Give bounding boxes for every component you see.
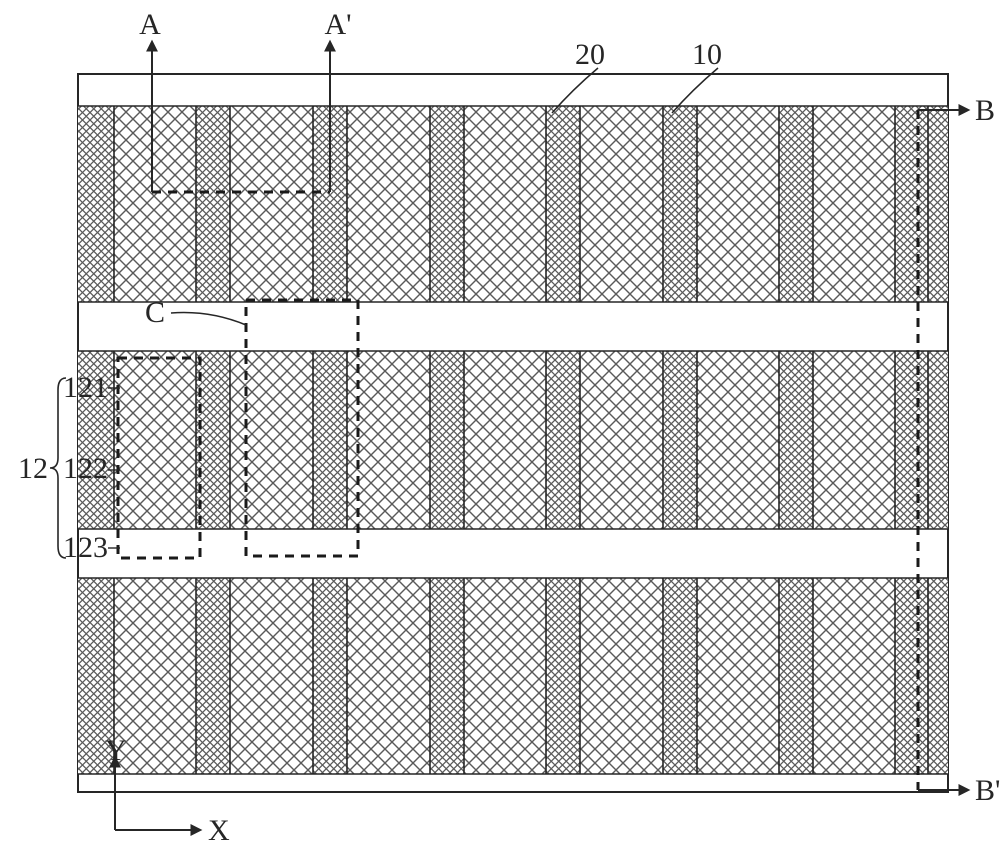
row2-col10: [663, 578, 697, 774]
row2-col15: [928, 578, 948, 774]
row2-col13: [813, 578, 895, 774]
row2-col6: [430, 578, 464, 774]
row0-col0: [78, 106, 114, 302]
label-X: X: [208, 814, 230, 844]
label-A: A: [139, 8, 161, 41]
row1-col5: [347, 351, 430, 529]
label-n12: 12: [18, 452, 48, 485]
label-n123: 123: [63, 531, 108, 564]
row2-col12: [779, 578, 813, 774]
row1-col1: [114, 351, 196, 529]
row2-col5: [347, 578, 430, 774]
row0-col6: [430, 106, 464, 302]
row2-col2: [196, 578, 230, 774]
row1-col8: [546, 351, 580, 529]
row1-col11: [697, 351, 779, 529]
row1-col12: [779, 351, 813, 529]
row1-col6: [430, 351, 464, 529]
row2-col9: [580, 578, 663, 774]
row2-col8: [546, 578, 580, 774]
label-Y: Y: [105, 734, 127, 767]
row0-col8: [546, 106, 580, 302]
row0-col7: [464, 106, 546, 302]
label-Bp: B': [975, 774, 1000, 807]
label-B: B: [975, 94, 995, 127]
row2-col14: [895, 578, 928, 774]
label-Ap: A': [324, 8, 351, 41]
leader-c: [171, 313, 246, 326]
row0-col15: [928, 106, 948, 302]
row2-col7: [464, 578, 546, 774]
row1-col9: [580, 351, 663, 529]
label-C: C: [145, 296, 165, 329]
label-n122: 122: [63, 452, 108, 485]
row1-col14: [895, 351, 928, 529]
row1-col13: [813, 351, 895, 529]
row1-col10: [663, 351, 697, 529]
row0-col1: [114, 106, 196, 302]
row0-col12: [779, 106, 813, 302]
row1-col15: [928, 351, 948, 529]
row2-col11: [697, 578, 779, 774]
row0-col9: [580, 106, 663, 302]
row2-col4: [313, 578, 347, 774]
label-n121: 121: [63, 371, 108, 404]
row0-col11: [697, 106, 779, 302]
row0-col14: [895, 106, 928, 302]
row1-col7: [464, 351, 546, 529]
row0-col2: [196, 106, 230, 302]
row0-col13: [813, 106, 895, 302]
row0-col10: [663, 106, 697, 302]
label-n20: 20: [575, 38, 605, 71]
row1-col3: [230, 351, 313, 529]
label-n10: 10: [692, 38, 722, 71]
row1-col4: [313, 351, 347, 529]
row0-col5: [347, 106, 430, 302]
row2-col3: [230, 578, 313, 774]
row0-col3: [230, 106, 313, 302]
